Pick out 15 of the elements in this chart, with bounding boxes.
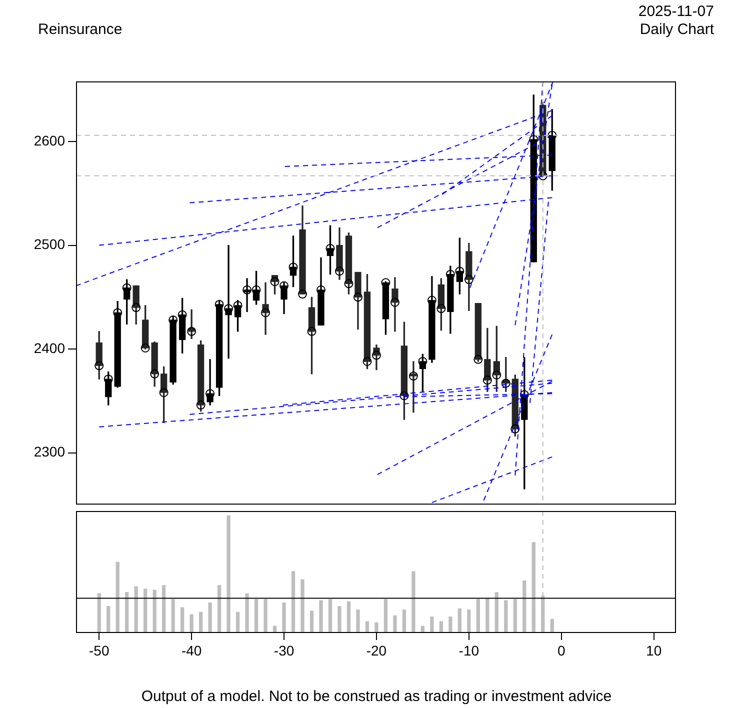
y-tick-label: 2400 (34, 340, 66, 356)
x-tick-label: -20 (366, 642, 387, 658)
text: 2025-11-07 (638, 3, 714, 20)
y-tick-label: 2300 (34, 444, 66, 460)
x-tick-label: -10 (458, 642, 480, 658)
text: Output of a model. Not to be construed as trading or investment advice (140, 688, 613, 705)
x-tick-label: -50 (88, 642, 110, 658)
x-tick-label: 0 (557, 642, 566, 658)
text: Daily Chart (640, 21, 714, 38)
x-tick-label: 10 (646, 642, 662, 658)
y-tick-label: 2600 (34, 132, 66, 148)
chart-subtitle: Reinsurance (38, 21, 122, 38)
y-tick-label: 2500 (34, 236, 66, 252)
x-tick-label: -30 (274, 642, 294, 658)
x-tick-label: -40 (181, 642, 202, 658)
